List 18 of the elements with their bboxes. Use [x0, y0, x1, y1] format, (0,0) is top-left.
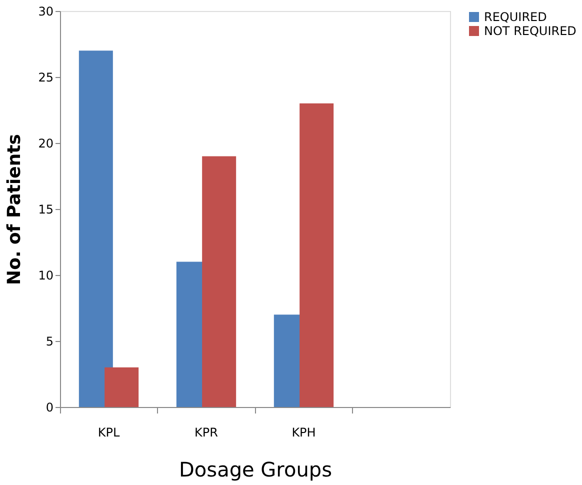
legend-label: REQUIRED: [484, 10, 547, 24]
y-tick-label: 0: [46, 400, 54, 414]
y-tick-label: 10: [38, 268, 54, 282]
y-tick-label: 30: [38, 4, 54, 18]
x-tick-label: KPR: [194, 426, 218, 440]
x-axis-title: Dosage Groups: [179, 458, 332, 482]
bar: [300, 103, 334, 407]
x-tick-label: KPL: [98, 426, 120, 440]
y-tick-label: 15: [38, 202, 54, 216]
bar: [104, 367, 139, 407]
bar: [202, 156, 236, 407]
x-tick-label: KPH: [292, 426, 316, 440]
y-tick-label: 5: [46, 334, 54, 348]
y-axis-title: No. of Patients: [4, 134, 26, 285]
bar: [78, 50, 113, 407]
y-tick-label: 25: [38, 70, 54, 84]
y-tick-label: 20: [38, 136, 54, 150]
legend-label: NOT REQUIRED: [484, 24, 576, 38]
